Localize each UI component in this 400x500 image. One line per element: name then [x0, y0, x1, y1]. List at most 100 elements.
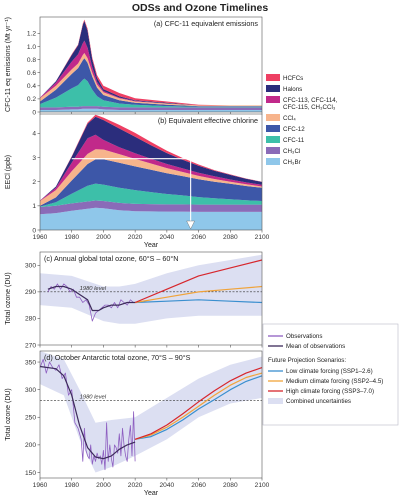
panel-d-xtick-label: 1980	[64, 482, 79, 489]
panel-d-ytick-label: 250	[25, 415, 36, 422]
panel-b-area-cfc-12	[40, 159, 262, 207]
panel-a-ytick-label: 0.8	[27, 57, 36, 64]
panel-d-ytick-label: 200	[25, 442, 36, 449]
panel-a-area-ch3br	[40, 108, 262, 112]
legend-high: High climate forcing (SSP3–7.0)	[286, 388, 374, 395]
panel-c-line-high-climate-forcing-ssp3-7-0	[134, 259, 263, 304]
ozone-legend: Observations Mean of observations Future…	[262, 323, 399, 426]
panel-c-uncertainty-band	[40, 254, 262, 324]
panel-d-ytick-label: 350	[25, 359, 36, 366]
species-legend-label-ch3cl: CH₃Cl	[283, 148, 300, 155]
panel-a-ytick-label: 1.2	[27, 31, 36, 38]
species-legend-swatch-cfc-11	[266, 136, 280, 143]
panel-b-xlabel: Year	[144, 242, 159, 249]
panel-a-ytick-label: 1.0	[27, 44, 36, 51]
panel-a-area-ch3cl	[40, 106, 262, 110]
panel-d-line-observations	[39, 358, 136, 471]
panel-c-level-label: 1980 level	[80, 286, 107, 292]
panel-b-area-ch3cl	[40, 200, 262, 215]
panel-c-ytick-label: 280	[25, 316, 36, 323]
panel-c-ytick-label: 270	[25, 342, 36, 349]
legend-mean: Mean of observations	[286, 343, 345, 350]
species-legend-swatch-halons	[266, 85, 280, 92]
species-legend-label-ccl4: CCl₄	[283, 115, 296, 122]
panel-b-ylabel: EECl (ppb)	[5, 155, 12, 189]
panel-b-frame	[39, 113, 263, 231]
panel-a-title: (a) CFC-11 equivalent emissions	[154, 19, 259, 28]
species-legend-label-cfc-11: CFC-11	[283, 137, 305, 144]
panel-b-xtick-label: 2020	[128, 234, 143, 241]
panel-b-eecl: 0 1 2 3 4 EECl (ppb) 1960 1980 2000 2020 2040 2060 2…	[5, 113, 270, 249]
panel-b-xtick-label: 2100	[255, 234, 270, 241]
panel-b-arrow-head	[186, 220, 195, 230]
panel-d-level-label: 1980 level	[80, 395, 107, 401]
panel-d-xtick-label: 2080	[223, 482, 238, 489]
panel-b-ytick-label: 3	[32, 155, 36, 162]
panel-c-ytick-label: 290	[25, 289, 36, 296]
species-legend-label2-cfc-113-cfc-114-cfc-115-ch3ccl3: CFC-115, CH₃CCl₃	[283, 104, 336, 111]
panel-a-ytick-label: 0.2	[27, 96, 36, 103]
panel-b-ytick-label: 4	[32, 131, 36, 138]
panel-b-ytick-label: 1	[32, 203, 36, 210]
species-legend-swatch-cfc-12	[266, 125, 280, 132]
panel-a-ytick-label: 0.4	[27, 83, 36, 90]
panel-a-frame	[39, 16, 263, 113]
panel-d-xtick-label: 2040	[160, 482, 175, 489]
panel-b-ytick-label: 2	[32, 179, 36, 186]
panel-b-xtick-label: 2060	[191, 234, 206, 241]
species-legend-swatch-ccl4	[266, 114, 280, 121]
panel-b-area-cfc-11	[40, 183, 262, 207]
species-legend-label-halons: Halons	[283, 86, 302, 93]
panel-c-ytick-label: 300	[25, 263, 36, 270]
species-legend-label-cfc-12: CFC-12	[283, 126, 305, 133]
panel-b-xtick-label: 2000	[96, 234, 111, 241]
panel-d-xtick-label: 1960	[33, 482, 48, 489]
panel-a-ytick-label: 0	[32, 109, 36, 116]
legend-observations: Observations	[286, 333, 322, 340]
panel-a-area-cfc-11	[40, 78, 262, 108]
species-legend-label-cfc-113-cfc-114-cfc-115-ch3ccl3: CFC-113, CFC-114,	[283, 97, 338, 104]
panel-b-title: (b) Equivalent effective chlorine	[158, 116, 258, 125]
panel-c-line-medium-climate-forcing-ssp2-4-5	[135, 285, 263, 304]
ozone-legend-frame	[262, 323, 399, 426]
species-legend-label-hcfcs: HCFCs	[283, 75, 303, 82]
legend-uncertainty: Combined uncertainties	[286, 398, 351, 405]
panel-d-ytick-label: 150	[25, 470, 36, 477]
species-legend-swatch-cfc-113-cfc-114-cfc-115-ch3ccl3	[266, 96, 280, 103]
panel-d-xtick-label: 2020	[128, 482, 143, 489]
panel-d-line-high-climate-forcing-ssp3-7-0	[134, 367, 263, 440]
legend-medium: Medium climate forcing (SSP2–4.5)	[286, 378, 383, 385]
panel-d-line-mean-of-observations	[39, 365, 136, 460]
panel-a-ytick-label: 0.6	[27, 70, 36, 77]
panel-d-ylabel: Total ozone (DU)	[5, 388, 12, 441]
panel-d-antarctic-ozone: 1980 level 150 200 250 300 350 Total ozone (DU…	[5, 350, 270, 497]
panel-d-xtick-label: 2060	[191, 482, 206, 489]
species-legend-label-ch3br: CH₃Br	[283, 159, 301, 166]
species-legend: HCFCs Halons CFC-113, CFC-114,CFC-115, CH₃…	[264, 70, 342, 170]
panel-b-xtick-label: 2080	[223, 234, 238, 241]
panel-d-xlabel: Year	[144, 490, 159, 497]
panel-d-line-medium-climate-forcing-ssp2-4-5	[134, 372, 263, 440]
panel-b-xtick-label: 1960	[33, 234, 48, 241]
legend-uncertainty-swatch	[268, 398, 283, 404]
panel-c-title: (c) Annual global total ozone, 60°S – 60…	[44, 254, 178, 263]
species-legend-swatch-hcfcs	[266, 74, 280, 81]
panel-d-xtick-label: 2100	[255, 482, 270, 489]
panel-d-uncertainty-band	[40, 351, 262, 473]
panel-b-ytick-label: 0	[32, 227, 36, 234]
panel-d-line-low-climate-forcing-ssp1-2-6	[134, 375, 263, 440]
panel-b-xtick-label: 2040	[160, 234, 175, 241]
panel-b-xtick-label: 1980	[64, 234, 79, 241]
panel-d-ytick-label: 300	[25, 387, 36, 394]
panel-d-frame	[39, 350, 263, 479]
legend-low: Low climate forcing (SSP1–2.6)	[286, 368, 373, 375]
legend-future-heading: Future Projection Scenarios:	[268, 357, 346, 364]
species-legend-swatch-ch3br	[266, 158, 280, 165]
panel-d-title: (d) October Antarctic total ozone, 70°S …	[44, 353, 191, 362]
panel-b-area-ch3br	[40, 207, 262, 230]
panel-a-emissions: 0 0.2 0.4 0.6 0.8 1.0 1.2 CFC-11 eq emissions (…	[5, 16, 263, 116]
figure-title: ODSs and Ozone Timelines	[132, 2, 269, 14]
species-legend-swatch-ch3cl	[266, 147, 280, 154]
panel-c-global-ozone: 1980 level 270 280 290 300 Total ozone (DU) (c…	[5, 251, 263, 349]
